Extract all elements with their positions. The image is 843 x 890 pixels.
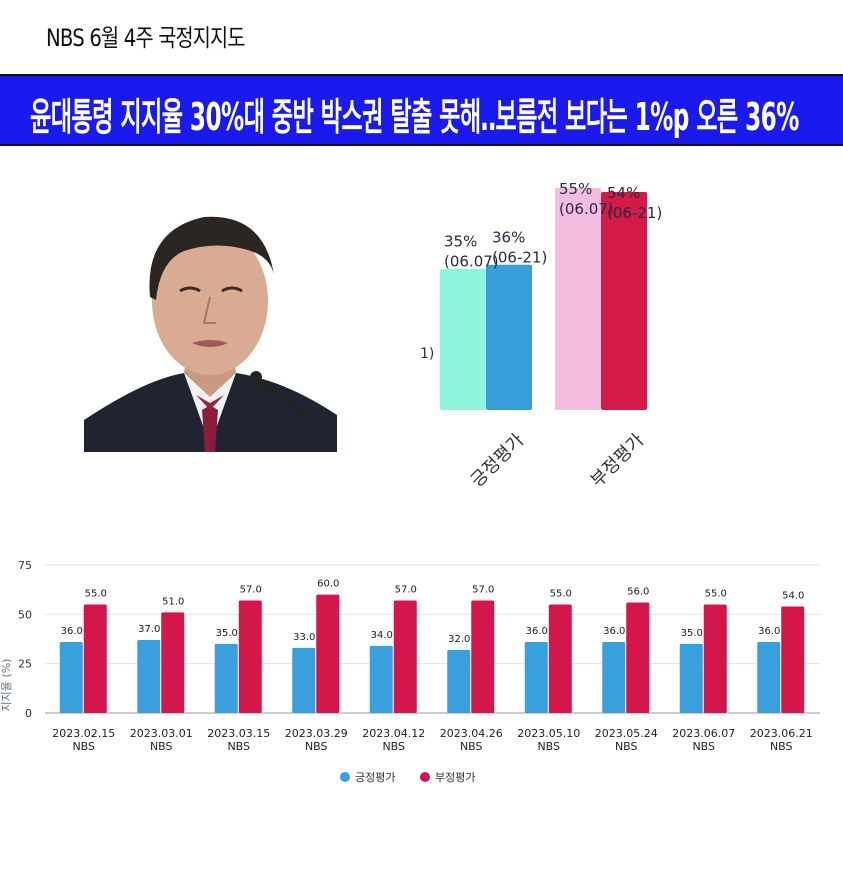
headline-banner: 윤대통령 지지율 30%대 중반 박스권 탈출 못해‥보름전 보다는 1%p 오… (0, 74, 843, 146)
x-tick-label: NBS (150, 740, 173, 753)
legend: 긍정평가 부정평가 (340, 771, 475, 784)
y-tick-label: 0 (25, 707, 32, 720)
stray-label: 1) (420, 346, 434, 362)
trend-value-label: 51.0 (162, 596, 184, 607)
trend-bar-positive (524, 641, 548, 713)
trend-bar-negative (316, 594, 340, 713)
x-tick-label: NBS (227, 740, 250, 753)
trend-bar-positive (292, 647, 316, 713)
y-tick-label: 75 (18, 559, 32, 572)
trend-bar-positive (214, 643, 238, 713)
trend-value-label: 37.0 (138, 624, 160, 635)
bar-label-1-0-0: 55% (559, 180, 592, 198)
trend-bar-positive (369, 645, 393, 713)
trend-bar-positive (679, 643, 703, 713)
x-tick-label: 2023.03.01 (130, 727, 193, 740)
comparison-chart: 35%(06.07)36%(06-21)55%(06.07)54%(06-21)… (420, 180, 662, 492)
trend-value-label: 35.0 (681, 628, 703, 639)
x-tick-label: NBS (770, 740, 793, 753)
trend-value-label: 55.0 (550, 588, 572, 599)
headline-text: 윤대통령 지지율 30%대 중반 박스권 탈출 못해‥보름전 보다는 1%p 오… (30, 95, 799, 139)
trend-bar-negative (238, 600, 262, 713)
x-tick-label: 2023.05.10 (517, 727, 580, 740)
trend-bar-negative (703, 604, 727, 713)
bar-label-0-1-1: (06-21) (492, 249, 547, 267)
bar-label-0-1-0: 36% (492, 229, 525, 247)
trend-value-label: 35.0 (216, 628, 238, 639)
legend-marker-0 (340, 772, 350, 782)
trend-bar-negative (471, 600, 495, 713)
president-portrait-icon (84, 216, 337, 452)
y-tick-label: 25 (18, 658, 32, 671)
trend-value-label: 34.0 (371, 630, 393, 641)
bar-negative-0 (555, 188, 601, 410)
trend-chart: 0 25 50 75 36.0 55.0 37.0 51.0 35.0 57.0 33.0 60.0… (0, 559, 820, 784)
x-tick-label: 2023.04.12 (362, 727, 425, 740)
x-tick-label: 2023.02.15 (52, 727, 115, 740)
trend-value-label: 36.0 (61, 626, 83, 637)
x-tick-label: NBS (692, 740, 715, 753)
trend-value-label: 57.0 (472, 585, 494, 596)
trend-value-label: 36.0 (526, 626, 548, 637)
x-tick-label: NBS (72, 740, 95, 753)
y-axis-label: 지지율 (%) (0, 659, 13, 712)
legend-marker-1 (420, 772, 430, 782)
trend-bar-positive (59, 641, 83, 713)
trend-value-label: 57.0 (240, 585, 262, 596)
x-tick-label: 2023.05.24 (595, 727, 658, 740)
trend-bar-positive (447, 649, 471, 713)
trend-bar-negative (393, 600, 417, 713)
bar-label-1-0-1: (06.07) (559, 200, 614, 218)
trend-value-label: 54.0 (782, 590, 804, 601)
trend-value-label: 56.0 (627, 586, 649, 597)
trend-value-label: 57.0 (395, 585, 417, 596)
x-tick-label: NBS (382, 740, 405, 753)
survey-label: NBS 6월 4주 국정지지도 (46, 24, 245, 52)
trend-bar-negative (161, 612, 185, 713)
president-photo (84, 205, 337, 452)
x-tick-label: 2023.03.15 (207, 727, 270, 740)
x-tick-label: NBS (615, 740, 638, 753)
trend-value-label: 60.0 (317, 579, 339, 590)
legend-label-0: 긍정평가 (355, 771, 395, 784)
trend-bar-negative (83, 604, 107, 713)
x-tick-label: 2023.06.07 (672, 727, 735, 740)
category-label-positive: 긍정평가 (467, 430, 529, 492)
category-label-negative: 부정평가 (587, 430, 649, 492)
x-tick-label: 2023.03.29 (285, 727, 348, 740)
trend-bar-negative (781, 606, 805, 713)
bar-positive-0 (440, 268, 486, 410)
x-tick-label: NBS (460, 740, 483, 753)
trend-value-label: 55.0 (85, 588, 107, 599)
trend-bar-negative (548, 604, 572, 713)
trend-bar-positive (602, 641, 626, 713)
trend-bar-positive (757, 641, 781, 713)
trend-bar-negative (626, 602, 650, 713)
bar-label-1-1-0: 54% (607, 184, 640, 202)
trend-value-label: 55.0 (705, 588, 727, 599)
bar-label-0-0-1: (06.07) (444, 253, 499, 271)
x-tick-label: 2023.06.21 (750, 727, 813, 740)
trend-bar-positive (137, 639, 161, 713)
trend-value-label: 36.0 (603, 626, 625, 637)
x-tick-label: 2023.04.26 (440, 727, 503, 740)
bar-negative-1 (601, 192, 647, 410)
trend-value-label: 33.0 (293, 632, 315, 643)
bar-label-1-1-1: (06-21) (607, 204, 662, 222)
legend-label-1: 부정평가 (435, 771, 475, 784)
trend-value-label: 32.0 (448, 634, 470, 645)
bar-label-0-0-0: 35% (444, 233, 477, 251)
x-tick-label: NBS (305, 740, 328, 753)
trend-value-label: 36.0 (758, 626, 780, 637)
bar-positive-1 (486, 264, 532, 410)
x-tick-label: NBS (537, 740, 560, 753)
y-tick-label: 50 (18, 608, 32, 621)
